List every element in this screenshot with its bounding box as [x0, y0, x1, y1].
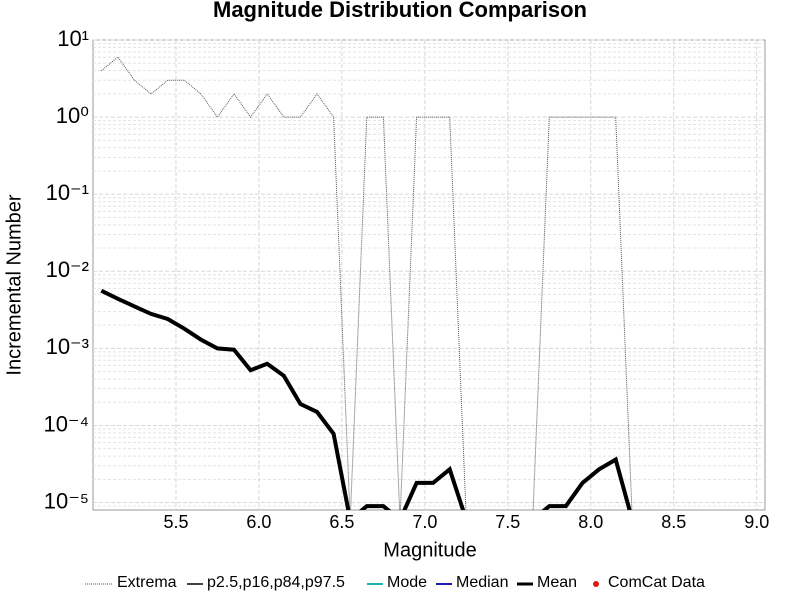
legend-label: ComCat Data [608, 574, 705, 591]
x-axis-label: Magnitude [383, 539, 476, 561]
y-tick-label: 10⁻¹ [46, 180, 89, 205]
x-tick-label: 7.5 [495, 512, 520, 532]
legend-label: p2.5,p16,p84,p97.5 [207, 574, 345, 591]
y-tick-label: 10⁻⁵ [44, 488, 89, 513]
series-line [100, 288, 632, 510]
x-tick-label: 6.0 [246, 512, 271, 532]
x-tick-label: 8.0 [578, 512, 603, 532]
legend-label: Extrema [117, 574, 177, 591]
y-tick-label: 10¹ [57, 26, 89, 51]
legend-label: Median [456, 574, 508, 591]
x-tick-label: 7.0 [412, 512, 437, 532]
y-tick-label: 10⁻³ [46, 334, 89, 359]
legend-marker [593, 581, 599, 587]
y-axis-label: Incremental Number [3, 194, 25, 376]
legend-label: Mean [537, 574, 577, 591]
x-tick-label: 6.5 [329, 512, 354, 532]
chart-title: Magnitude Distribution Comparison [213, 0, 587, 22]
y-tick-label: 10⁻⁴ [43, 411, 89, 436]
x-tick-label: 5.5 [163, 512, 188, 532]
y-tick-label: 10⁰ [56, 103, 89, 128]
x-tick-label: 9.0 [744, 512, 769, 532]
y-tick-label: 10⁻² [46, 257, 89, 282]
x-tick-label: 8.5 [661, 512, 686, 532]
legend-label: Mode [387, 574, 427, 591]
